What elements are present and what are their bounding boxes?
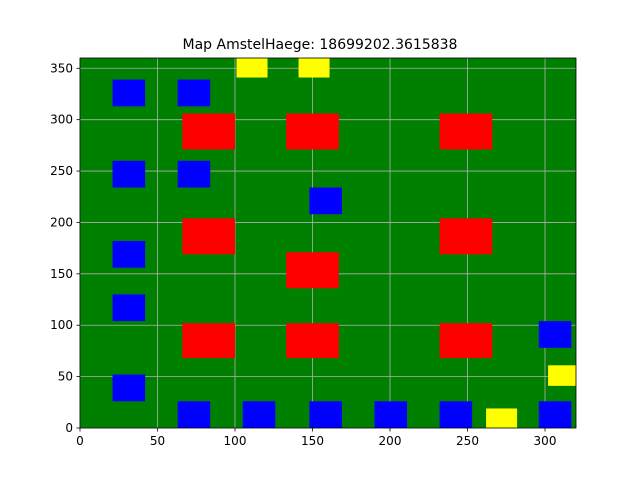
red-rect <box>286 252 339 289</box>
y-tick-label: 50 <box>58 370 73 384</box>
y-tick-label: 300 <box>50 113 73 127</box>
y-tick-label: 0 <box>65 421 73 435</box>
y-tick-label: 150 <box>50 267 73 281</box>
x-tick-label: 150 <box>301 434 324 448</box>
red-rect <box>286 113 339 150</box>
red-rect <box>286 323 339 359</box>
water-rect <box>112 79 146 107</box>
water-rect <box>177 160 211 188</box>
water-rect <box>374 401 408 428</box>
water-rect <box>112 240 146 268</box>
y-tick-label: 250 <box>50 164 73 178</box>
x-tick-label: 0 <box>76 434 84 448</box>
water-rect <box>439 401 473 428</box>
axes: 0 50 100 150 200 250 300 0 50 100 150 200 250 300 350 <box>50 57 577 448</box>
yellow-rect <box>548 365 576 386</box>
y-tick-label: 200 <box>50 215 73 229</box>
y-tick-label: 100 <box>50 318 73 332</box>
red-rect <box>439 323 493 359</box>
x-tick-label: 50 <box>150 434 165 448</box>
chart-title: Map AmstelHaege: 18699202.3615838 <box>183 37 458 53</box>
map-rectangles <box>112 58 576 428</box>
y-tick-label: 350 <box>50 61 73 75</box>
x-tick-label: 100 <box>224 434 247 448</box>
water-rect <box>309 401 342 428</box>
yellow-rect <box>486 408 518 428</box>
red-rect <box>439 113 493 150</box>
water-rect <box>177 401 211 428</box>
water-rect <box>112 160 146 188</box>
red-rect <box>182 218 235 255</box>
water-rect <box>177 79 211 107</box>
x-tick-label: 200 <box>379 434 402 448</box>
red-rect <box>182 113 235 150</box>
water-rect <box>538 401 572 428</box>
water-rect <box>112 374 146 402</box>
yellow-rect <box>236 58 268 78</box>
yellow-rect <box>298 58 330 78</box>
x-tick-label: 250 <box>456 434 479 448</box>
water-rect <box>112 294 146 322</box>
plot-frame <box>79 57 577 429</box>
red-rect <box>439 218 493 255</box>
water-rect <box>538 321 572 348</box>
water-rect <box>242 401 276 428</box>
water-rect <box>309 187 342 215</box>
x-tick-label: 300 <box>534 434 557 448</box>
red-rect <box>182 323 235 359</box>
